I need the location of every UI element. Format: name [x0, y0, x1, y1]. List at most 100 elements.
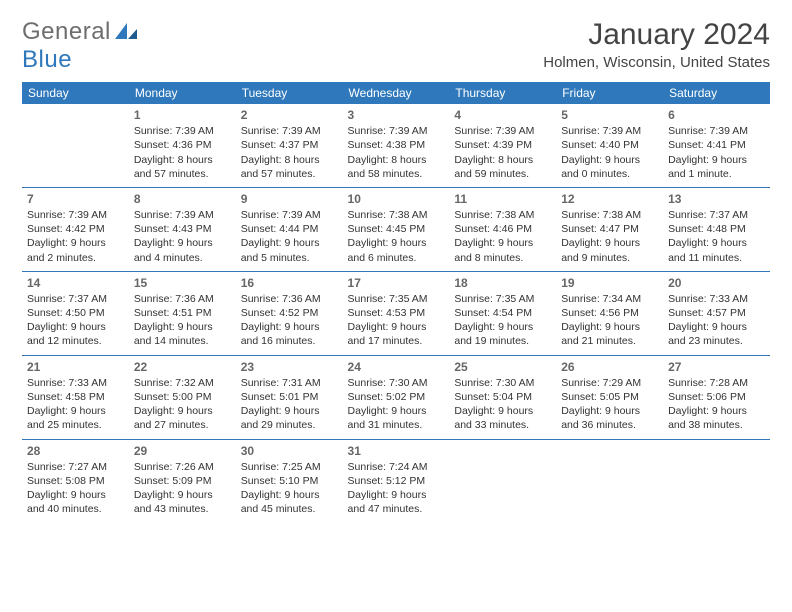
calendar-cell: 6Sunrise: 7:39 AMSunset: 4:41 PMDaylight…: [663, 104, 770, 187]
calendar-cell: 22Sunrise: 7:32 AMSunset: 5:00 PMDayligh…: [129, 355, 236, 439]
day-number: 8: [134, 191, 231, 207]
sunset-text: Sunset: 4:56 PM: [561, 306, 658, 320]
daylight-text: and 2 minutes.: [27, 251, 124, 265]
calendar-table: SundayMondayTuesdayWednesdayThursdayFrid…: [22, 82, 770, 522]
calendar-cell: [556, 439, 663, 522]
sunrise-text: Sunrise: 7:39 AM: [454, 124, 551, 138]
sunrise-text: Sunrise: 7:33 AM: [668, 292, 765, 306]
day-number: 19: [561, 275, 658, 291]
sunrise-text: Sunrise: 7:38 AM: [561, 208, 658, 222]
sunrise-text: Sunrise: 7:37 AM: [668, 208, 765, 222]
day-number: 9: [241, 191, 338, 207]
daylight-text: Daylight: 8 hours: [348, 153, 445, 167]
daylight-text: Daylight: 9 hours: [454, 236, 551, 250]
day-number: 25: [454, 359, 551, 375]
sunrise-text: Sunrise: 7:39 AM: [27, 208, 124, 222]
sunrise-text: Sunrise: 7:38 AM: [454, 208, 551, 222]
sunset-text: Sunset: 4:37 PM: [241, 138, 338, 152]
calendar-week: 1 Sunrise: 7:39 AM Sunset: 4:36 PM Daylight…: [22, 104, 770, 187]
page-title: January 2024: [543, 18, 770, 52]
sunrise-text: Sunrise: 7:33 AM: [27, 376, 124, 390]
daylight-text: Daylight: 9 hours: [348, 404, 445, 418]
calendar-cell: 12Sunrise: 7:38 AMSunset: 4:47 PMDayligh…: [556, 187, 663, 271]
calendar-cell: 4Sunrise: 7:39 AMSunset: 4:39 PMDaylight…: [449, 104, 556, 187]
daylight-text: Daylight: 9 hours: [241, 404, 338, 418]
sunset-text: Sunset: 4:43 PM: [134, 222, 231, 236]
calendar-body: 1 Sunrise: 7:39 AM Sunset: 4:36 PM Daylight…: [22, 104, 770, 522]
daylight-text: and 47 minutes.: [348, 502, 445, 516]
sunrise-text: Sunrise: 7:36 AM: [241, 292, 338, 306]
daylight-text: and 59 minutes.: [454, 167, 551, 181]
daylight-text: and 58 minutes.: [348, 167, 445, 181]
calendar-cell: 19Sunrise: 7:34 AMSunset: 4:56 PMDayligh…: [556, 271, 663, 355]
daylight-text: Daylight: 9 hours: [454, 320, 551, 334]
daylight-text: Daylight: 9 hours: [27, 404, 124, 418]
day-number: 10: [348, 191, 445, 207]
sunset-text: Sunset: 5:05 PM: [561, 390, 658, 404]
calendar-cell: 9Sunrise: 7:39 AMSunset: 4:44 PMDaylight…: [236, 187, 343, 271]
calendar-header: SundayMondayTuesdayWednesdayThursdayFrid…: [22, 82, 770, 104]
day-number: 4: [454, 107, 551, 123]
daylight-text: Daylight: 9 hours: [561, 153, 658, 167]
sunset-text: Sunset: 4:40 PM: [561, 138, 658, 152]
sunset-text: Sunset: 5:08 PM: [27, 474, 124, 488]
location-text: Holmen, Wisconsin, United States: [543, 54, 770, 71]
calendar-cell: 13Sunrise: 7:37 AMSunset: 4:48 PMDayligh…: [663, 187, 770, 271]
calendar-cell: [449, 439, 556, 522]
daylight-text: and 31 minutes.: [348, 418, 445, 432]
calendar-cell: 7Sunrise: 7:39 AMSunset: 4:42 PMDaylight…: [22, 187, 129, 271]
sunset-text: Sunset: 4:36 PM: [134, 138, 231, 152]
day-number: 18: [454, 275, 551, 291]
sunrise-text: Sunrise: 7:39 AM: [348, 124, 445, 138]
logo-text-general: General: [22, 18, 111, 45]
daylight-text: Daylight: 9 hours: [241, 236, 338, 250]
day-number: 23: [241, 359, 338, 375]
day-number: 31: [348, 443, 445, 459]
sunset-text: Sunset: 4:48 PM: [668, 222, 765, 236]
sunrise-text: Sunrise: 7:28 AM: [668, 376, 765, 390]
calendar-cell: 15Sunrise: 7:36 AMSunset: 4:51 PMDayligh…: [129, 271, 236, 355]
daylight-text: and 36 minutes.: [561, 418, 658, 432]
daylight-text: and 0 minutes.: [561, 167, 658, 181]
calendar-cell: 21Sunrise: 7:33 AMSunset: 4:58 PMDayligh…: [22, 355, 129, 439]
daylight-text: and 27 minutes.: [134, 418, 231, 432]
calendar-cell: 29Sunrise: 7:26 AMSunset: 5:09 PMDayligh…: [129, 439, 236, 522]
daylight-text: and 1 minute.: [668, 167, 765, 181]
daylight-text: and 4 minutes.: [134, 251, 231, 265]
sunset-text: Sunset: 4:58 PM: [27, 390, 124, 404]
sunrise-text: Sunrise: 7:25 AM: [241, 460, 338, 474]
daylight-text: Daylight: 9 hours: [668, 320, 765, 334]
sunset-text: Sunset: 4:47 PM: [561, 222, 658, 236]
day-number: 1: [134, 107, 231, 123]
calendar-cell: 14Sunrise: 7:37 AMSunset: 4:50 PMDayligh…: [22, 271, 129, 355]
calendar-cell: 26Sunrise: 7:29 AMSunset: 5:05 PMDayligh…: [556, 355, 663, 439]
daylight-text: and 38 minutes.: [668, 418, 765, 432]
calendar-week: 7Sunrise: 7:39 AMSunset: 4:42 PMDaylight…: [22, 187, 770, 271]
sunset-text: Sunset: 4:41 PM: [668, 138, 765, 152]
sunset-text: Sunset: 4:52 PM: [241, 306, 338, 320]
daylight-text: and 12 minutes.: [27, 334, 124, 348]
day-number: 11: [454, 191, 551, 207]
day-number: 5: [561, 107, 658, 123]
daylight-text: Daylight: 8 hours: [454, 153, 551, 167]
sunrise-text: Sunrise: 7:30 AM: [348, 376, 445, 390]
daylight-text: Daylight: 9 hours: [134, 488, 231, 502]
calendar-cell: 2Sunrise: 7:39 AMSunset: 4:37 PMDaylight…: [236, 104, 343, 187]
daylight-text: Daylight: 9 hours: [561, 320, 658, 334]
day-number: 27: [668, 359, 765, 375]
daylight-text: and 11 minutes.: [668, 251, 765, 265]
calendar-cell: 8Sunrise: 7:39 AMSunset: 4:43 PMDaylight…: [129, 187, 236, 271]
day-number: 17: [348, 275, 445, 291]
daylight-text: and 25 minutes.: [27, 418, 124, 432]
sunset-text: Sunset: 4:53 PM: [348, 306, 445, 320]
sunset-text: Sunset: 5:06 PM: [668, 390, 765, 404]
sunrise-text: Sunrise: 7:29 AM: [561, 376, 658, 390]
day-number: 14: [27, 275, 124, 291]
sunrise-text: Sunrise: 7:38 AM: [348, 208, 445, 222]
daylight-text: and 19 minutes.: [454, 334, 551, 348]
daylight-text: Daylight: 9 hours: [561, 236, 658, 250]
weekday-header: Monday: [129, 82, 236, 104]
daylight-text: Daylight: 9 hours: [348, 488, 445, 502]
daylight-text: and 14 minutes.: [134, 334, 231, 348]
sunrise-text: Sunrise: 7:35 AM: [348, 292, 445, 306]
